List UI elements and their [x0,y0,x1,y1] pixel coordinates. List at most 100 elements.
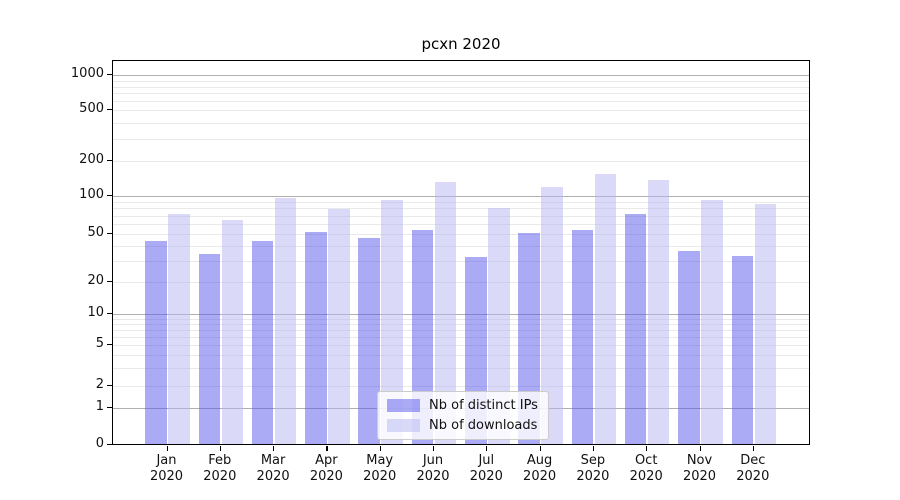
bar-downloads [328,209,350,444]
legend-label: Nb of downloads [429,418,538,433]
x-tick-mark [539,445,541,451]
grid-line-minor [113,215,809,217]
y-tick-mark [106,281,112,283]
bar-downloads [594,173,617,444]
x-tick-mark [326,445,328,451]
x-tick-mark [273,445,275,451]
y-axis-tick-label: 200 [79,152,104,167]
legend-item: Nb of distinct IPs [387,398,538,413]
grid-line-minor [113,330,809,332]
y-axis-tick-label: 1000 [70,66,104,82]
y-axis-tick-label: 1 [95,398,104,414]
y-axis-tick-label: 0 [95,436,104,452]
grid-line-minor [113,234,809,236]
x-axis-tick-label: Jan 2020 [149,453,184,484]
y-axis-tick-label: 500 [79,101,104,117]
x-axis-tick-label: Nov 2020 [682,453,717,484]
y-axis-tick-label: 50 [87,225,104,241]
y-tick-mark [106,344,112,346]
grid-line-minor [113,345,809,346]
y-tick-mark [106,406,112,408]
grid-line-minor [113,208,809,210]
bar-distinct-ips [571,230,594,444]
bar-distinct-ips [678,250,700,444]
y-axis-tick-label: 20 [87,273,104,288]
grid-line-minor [113,201,809,203]
x-axis-tick-label: Jul 2020 [469,453,503,484]
bar-downloads [488,208,510,444]
y-tick-mark [106,109,112,111]
y-axis-tick-label: 10 [87,305,104,321]
y-tick-mark [106,195,112,197]
bar-downloads [541,186,563,444]
y-tick-mark [106,385,112,387]
x-tick-mark [379,445,381,451]
bar-downloads [754,204,777,444]
grid-line-major [113,196,809,197]
x-axis-tick-label: Aug 2020 [523,453,557,484]
x-axis-tick-label: May 2020 [363,453,397,484]
x-tick-mark [166,445,168,451]
x-axis-tick-label: Apr 2020 [309,453,343,484]
grid-line-minor [113,101,809,103]
x-axis-tick-label: Mar 2020 [256,453,290,484]
grid-line-minor [113,224,809,226]
grid-line-minor [113,354,809,356]
x-tick-mark [592,445,595,451]
grid-line-minor [113,336,809,338]
bar-distinct-ips [624,213,647,444]
bar-downloads [168,213,190,444]
y-tick-mark [106,313,112,315]
y-tick-mark [106,444,112,446]
grid-line-major [113,75,809,77]
grid-line-minor [113,110,809,112]
bar-distinct-ips [731,255,754,444]
legend: Nb of distinct IPs Nb of downloads [377,391,549,440]
x-axis-tick-label: Sep 2020 [576,453,610,484]
grid-line-minor [113,122,809,124]
x-axis-tick-label: Oct 2020 [629,453,663,484]
x-axis-tick-label: Dec 2020 [736,453,770,484]
y-axis-tick-label: 5 [95,336,104,351]
y-tick-mark [106,160,112,162]
bar-downloads [221,220,244,444]
grid-line-minor [113,93,809,95]
legend-label: Nb of distinct IPs [429,398,538,413]
bar-downloads [701,199,723,444]
grid-line-minor [113,367,809,369]
chart-title: pcxn 2020 [421,35,501,53]
bar-distinct-ips [305,232,327,444]
bar-downloads [434,181,457,444]
x-tick-mark [646,445,648,451]
bar-downloads [381,200,403,444]
grid-line-minor [113,86,809,88]
grid-line-major [113,314,809,316]
x-tick-mark [752,445,754,451]
grid-line-minor [113,386,809,387]
x-tick-mark [486,445,488,451]
grid-line-minor [113,138,809,140]
plot-area: Nb of distinct IPs Nb of downloads [112,60,810,445]
bar-distinct-ips [145,241,167,444]
legend-item: Nb of downloads [387,418,538,433]
bar-distinct-ips [198,253,221,444]
bar-downloads [274,198,297,444]
grid-line-minor [113,260,809,262]
grid-line-minor [113,80,809,82]
x-axis-tick-label: Jun 2020 [416,453,450,484]
x-tick-mark [433,445,435,451]
grid-line-minor [113,245,809,247]
y-axis-tick-label: 100 [79,187,104,202]
x-axis-tick-label: Feb 2020 [203,453,237,484]
legend-swatch [387,399,420,412]
y-axis-tick-label: 2 [95,377,104,392]
x-tick-mark [219,445,221,451]
y-tick-mark [106,74,112,76]
y-tick-mark [106,233,112,235]
grid-line-minor [113,324,809,326]
x-tick-mark [699,445,701,451]
grid-line-minor [113,161,809,162]
grid-line-minor [113,318,809,320]
bar-distinct-ips [411,230,434,444]
